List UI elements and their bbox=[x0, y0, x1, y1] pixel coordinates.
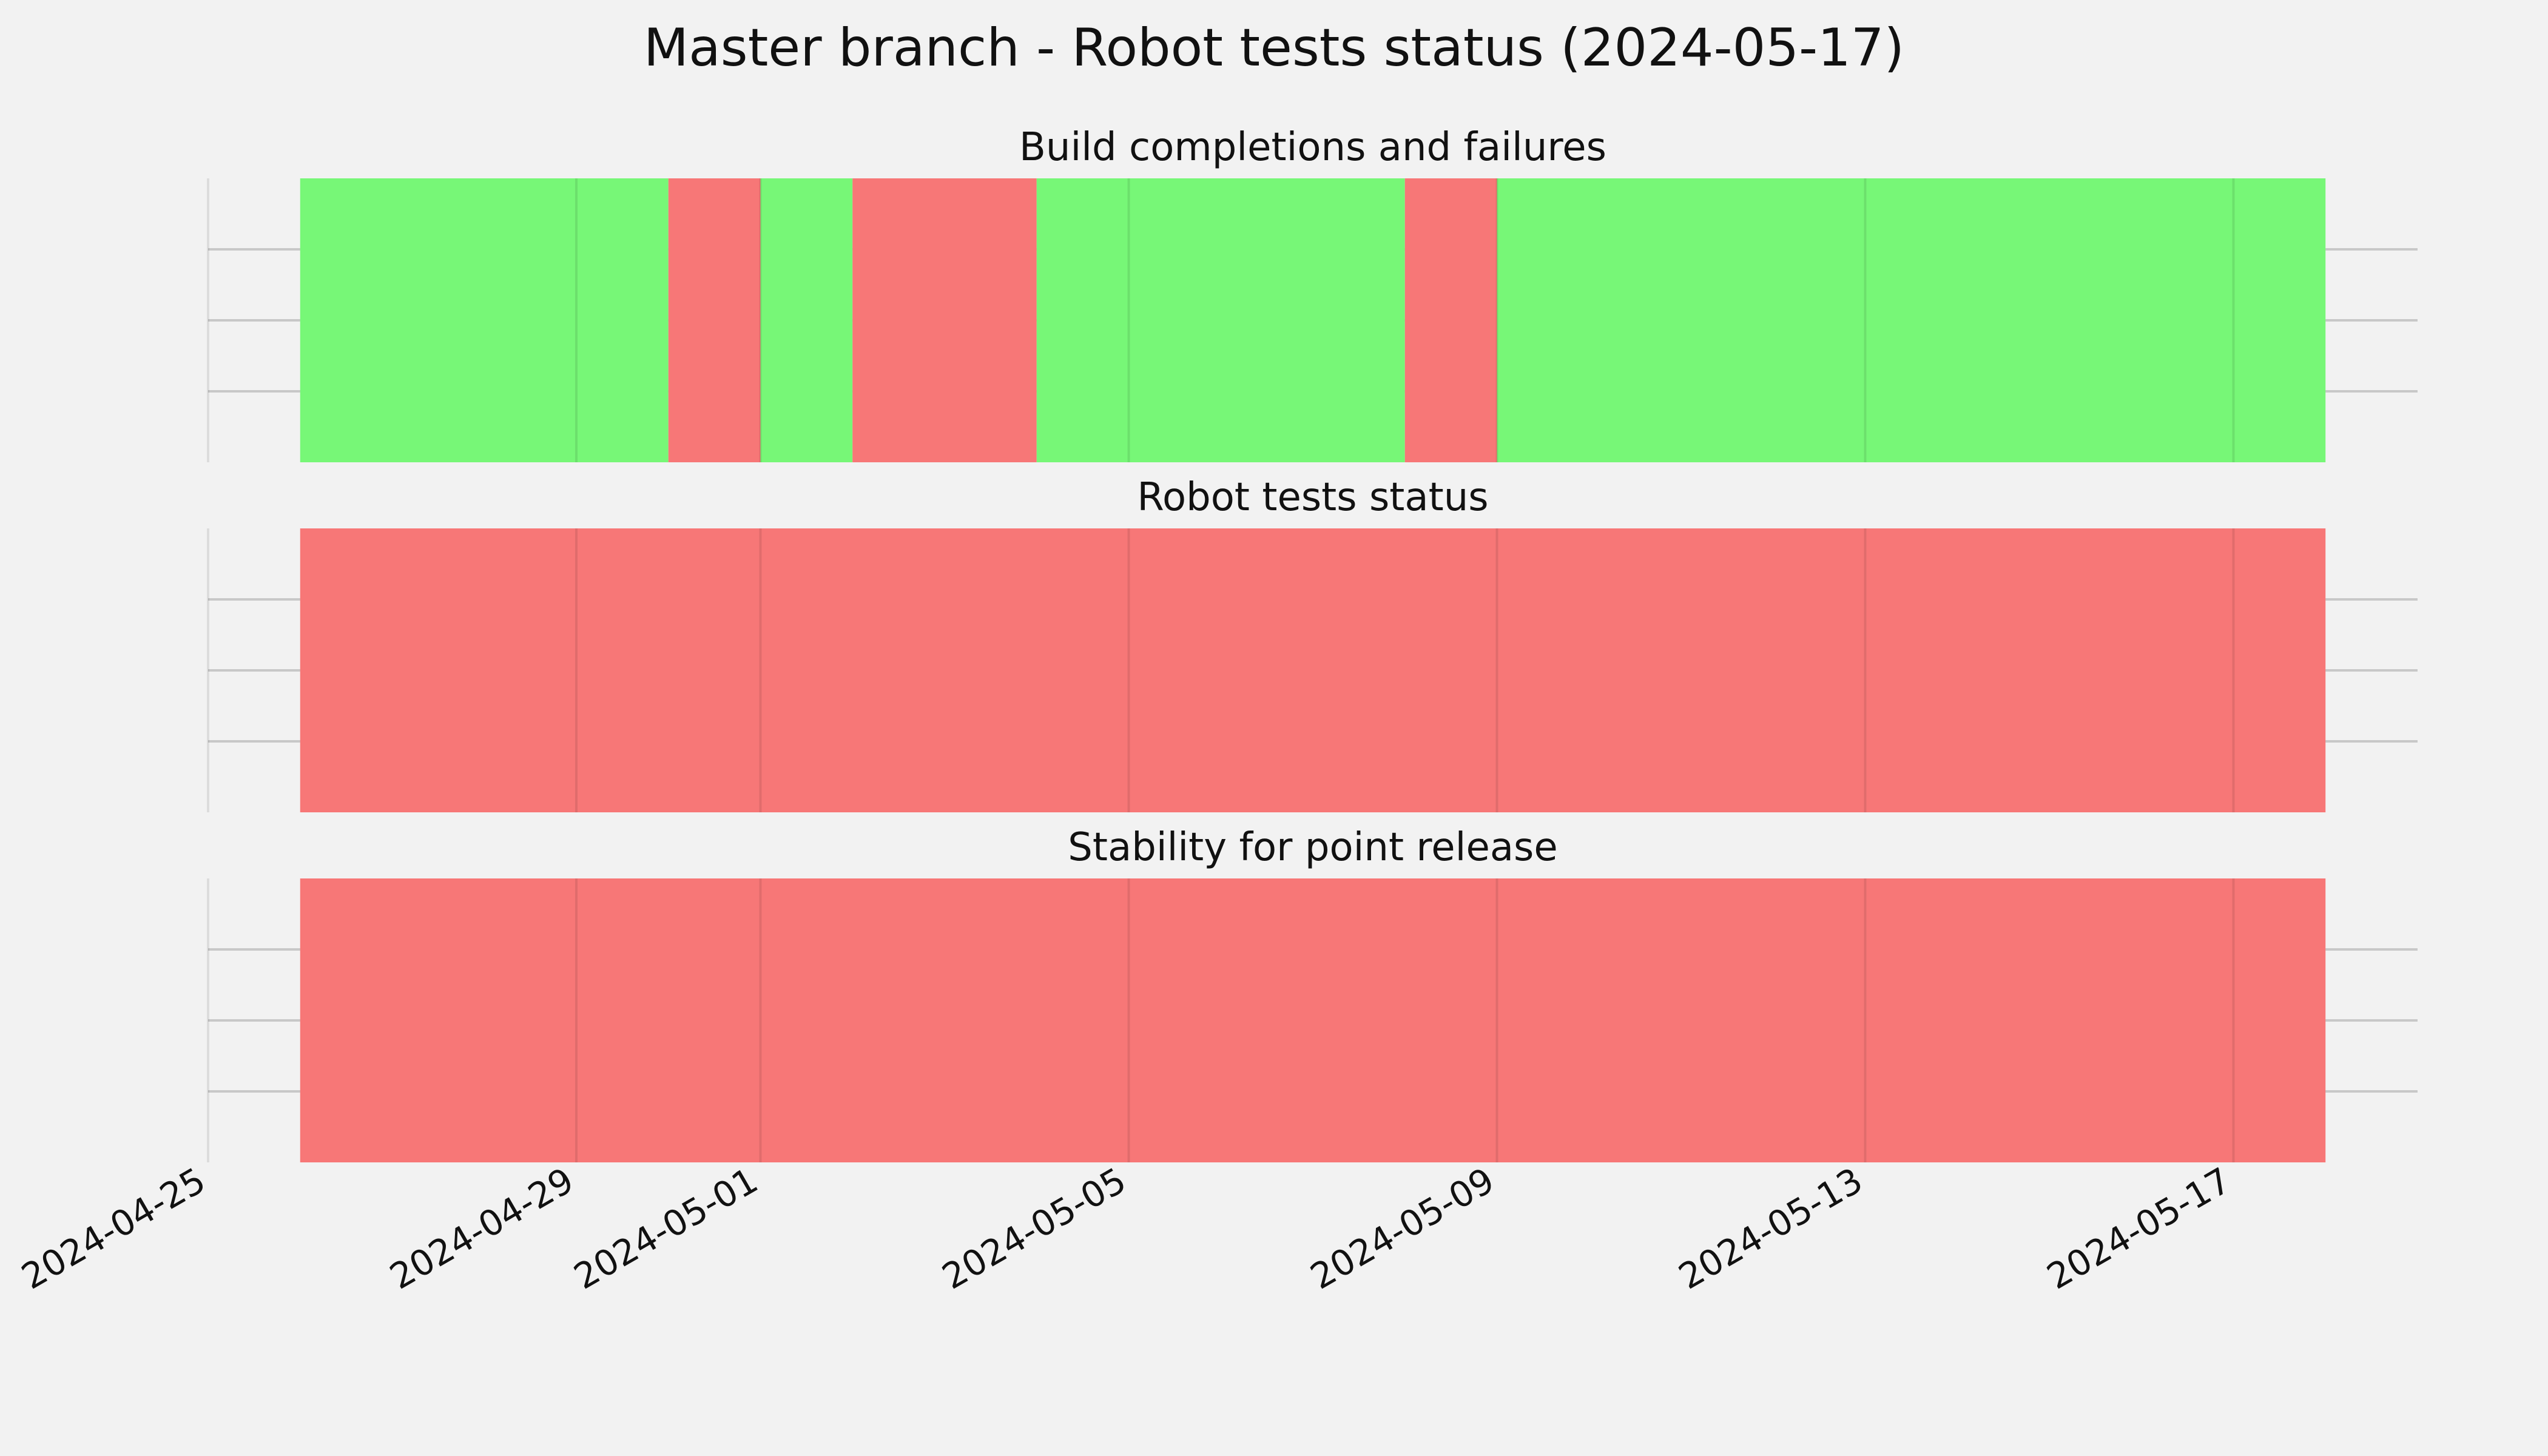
panel-1: Build completions and failures bbox=[207, 125, 2418, 462]
x-tick-label: 2024-05-05 bbox=[935, 1159, 1133, 1297]
segment-pass bbox=[1036, 178, 1405, 462]
x-tick-label: 2024-04-29 bbox=[383, 1159, 581, 1297]
segment-fail bbox=[300, 528, 2326, 812]
panel-3: Stability for point release bbox=[207, 825, 2418, 1162]
segment-pass bbox=[1497, 178, 2326, 462]
panel-title: Robot tests status bbox=[1137, 475, 1488, 520]
x-tick-label: 2024-05-09 bbox=[1304, 1159, 1502, 1297]
x-tick-label: 2024-05-01 bbox=[567, 1159, 765, 1297]
chart-title: Master branch - Robot tests status (2024… bbox=[644, 18, 1904, 78]
panel-2: Robot tests status bbox=[207, 475, 2418, 812]
panel-title: Build completions and failures bbox=[1019, 125, 1606, 170]
x-tick-label: 2024-04-25 bbox=[15, 1159, 212, 1297]
x-tick-label: 2024-05-13 bbox=[1672, 1159, 1870, 1297]
segment-fail bbox=[300, 878, 2326, 1162]
segment-pass bbox=[300, 178, 669, 462]
segment-fail bbox=[852, 178, 1037, 462]
panel-title: Stability for point release bbox=[1068, 825, 1558, 870]
segment-fail bbox=[1404, 178, 1497, 462]
segment-fail bbox=[668, 178, 761, 462]
segment-pass bbox=[760, 178, 853, 462]
x-tick-label: 2024-05-17 bbox=[2040, 1159, 2238, 1297]
